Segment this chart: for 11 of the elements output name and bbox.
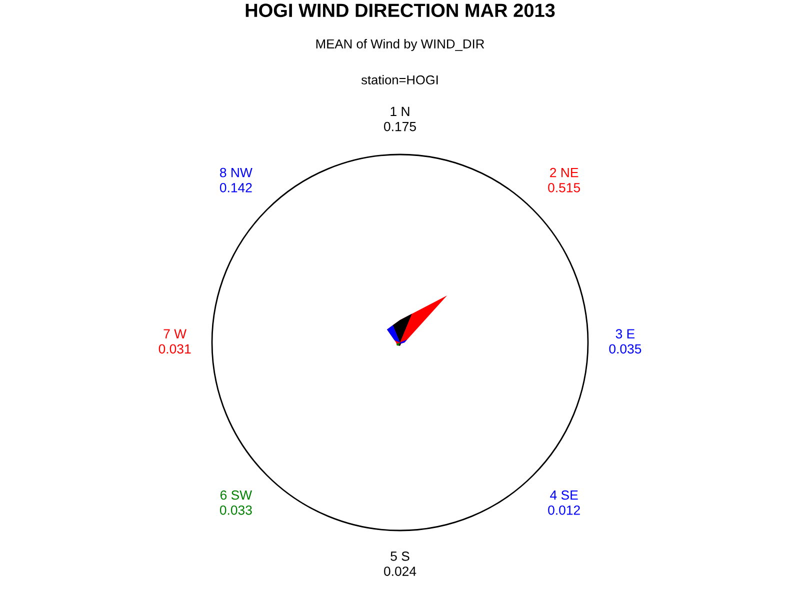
spoke-label: 8 NW 0.142 — [220, 168, 252, 192]
spoke-label: 2 NE 0.515 — [548, 168, 580, 192]
spoke-label: 7 W 0.031 — [158, 329, 191, 354]
chart-title: HOGI WIND DIRECTION MAR 2013 — [246, 4, 555, 18]
spoke-label: 6 SW 0.033 — [220, 490, 252, 515]
spoke-label: 3 E 0.035 — [609, 329, 642, 354]
chart-subtitle: MEAN of Wind by WIND_DIR — [316, 38, 484, 52]
spoke-label: 5 S 0.024 — [384, 552, 416, 576]
text: station=HOGI — [361, 75, 438, 84]
spoke-label: 4 SE 0.012 — [548, 490, 580, 515]
spoke-label: 1 N 0.175 — [384, 106, 416, 132]
